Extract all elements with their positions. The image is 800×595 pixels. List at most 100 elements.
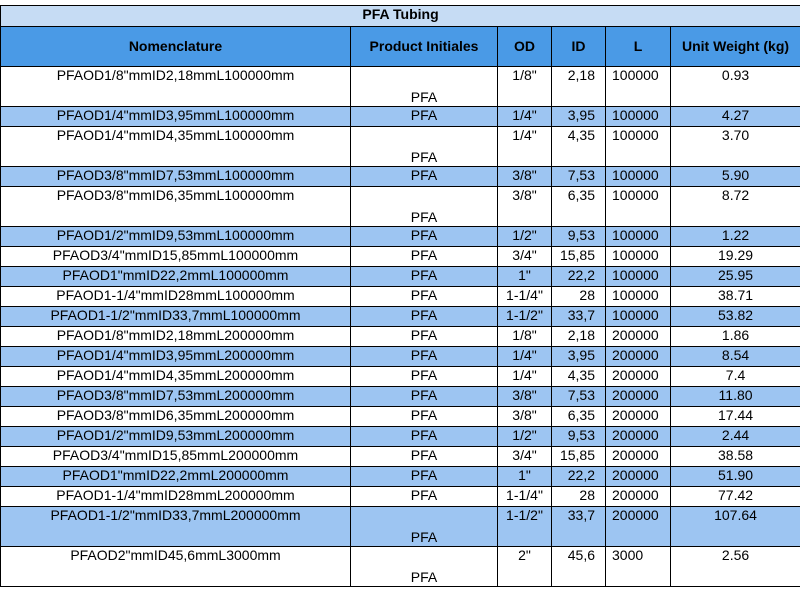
table-cell: 1/4"	[497, 126, 552, 167]
table-cell: 4.27	[669, 106, 800, 127]
table-cell: 3/8"	[497, 406, 552, 427]
table-cell: 1.86	[669, 326, 800, 347]
table-cell: 3,95	[551, 346, 606, 367]
table-row: PFAOD1/2"mmID9,53mmL200000mm PFA 1/2" 9,53 2…	[0, 426, 800, 447]
column-header: ID	[551, 26, 606, 67]
table-cell: 100000	[605, 166, 671, 187]
spreadsheet: PFA Tubing Nomenclature Product Initiales…	[0, 5, 800, 587]
table-row: PFAOD3/8"mmID6,35mmL200000mm PFA 3/8" 6,35 2…	[0, 406, 800, 427]
table-cell: PFAOD1-1/4"mmID28mmL100000mm	[0, 286, 351, 307]
table-cell: 1-1/4"	[497, 486, 552, 507]
table-row: PFAOD3/4"mmID15,85mmL100000mm PFA 3/4" 15,8…	[0, 246, 800, 267]
table-row: PFAOD1/8"mmID2,18mmL100000mm PFA 1/8" 2,18 1…	[0, 66, 800, 107]
table-cell: 6,35	[551, 406, 606, 427]
table-row: PFAOD1/2"mmID9,53mmL100000mm PFA 1/2" 9,53 1…	[0, 226, 800, 247]
table-cell: PFAOD3/4"mmID15,85mmL200000mm	[0, 446, 351, 467]
table-row: PFAOD1/4"mmID3,95mmL100000mm PFA 1/4" 3,95 1…	[0, 106, 800, 127]
table-cell: PFAOD2"mmID45,6mmL3000mm	[0, 546, 351, 587]
table-cell: 2"	[497, 546, 552, 587]
table-cell: 2,18	[551, 66, 606, 107]
column-header: OD	[497, 26, 552, 67]
table-row: PFAOD3/4"mmID15,85mmL200000mm PFA 3/4" 15,8…	[0, 446, 800, 467]
table-cell: PFAOD1/4"mmID4,35mmL200000mm	[0, 366, 351, 387]
table-cell: PFAOD3/8"mmID6,35mmL200000mm	[0, 406, 351, 427]
table-row: PFAOD1-1/2"mmID33,7mmL100000mm PFA 1-1/2" 3…	[0, 306, 800, 327]
table-cell: PFAOD1/4"mmID3,95mmL100000mm	[0, 106, 351, 127]
table-cell: 1-1/2"	[497, 506, 552, 547]
table-cell: PFA	[350, 546, 498, 587]
table-row: PFAOD1/4"mmID4,35mmL200000mm PFA 1/4" 4,35 2…	[0, 366, 800, 387]
table-cell: 100000	[605, 66, 671, 107]
column-header: Nomenclature	[0, 26, 351, 67]
column-header: L	[605, 26, 671, 67]
table-cell: PFAOD1-1/4"mmID28mmL200000mm	[0, 486, 351, 507]
table-cell: PFAOD1-1/2"mmID33,7mmL100000mm	[0, 306, 351, 327]
table-cell: PFA	[350, 246, 498, 267]
table-row: PFAOD1-1/2"mmID33,7mmL200000mm PFA 1-1/2" 3…	[0, 506, 800, 547]
table-cell: 77.42	[669, 486, 800, 507]
table-cell: 3/4"	[497, 246, 552, 267]
table-row: PFAOD1"mmID22,2mmL200000mm PFA 1" 22,2 20000…	[0, 466, 800, 487]
table-cell: PFAOD1/2"mmID9,53mmL100000mm	[0, 226, 351, 247]
header-row: Nomenclature Product Initiales OD ID L Unit W…	[0, 26, 800, 67]
table-cell: 9,53	[551, 426, 606, 447]
table-cell: PFAOD3/8"mmID7,53mmL200000mm	[0, 386, 351, 407]
table-cell: 1.22	[669, 226, 800, 247]
table-cell: 100000	[605, 266, 671, 287]
table-cell: 9,53	[551, 226, 606, 247]
table-cell: 1/2"	[497, 426, 552, 447]
table-cell: 1-1/2"	[497, 306, 552, 327]
table-cell: PFA	[350, 66, 498, 107]
table-row: PFAOD3/8"mmID6,35mmL100000mm PFA 3/8" 6,35 1…	[0, 186, 800, 227]
table-cell: PFAOD1"mmID22,2mmL100000mm	[0, 266, 351, 287]
table-row: PFAOD1"mmID22,2mmL100000mm PFA 1" 22,2 10000…	[0, 266, 800, 287]
table-cell: 2,18	[551, 326, 606, 347]
table-cell: 53.82	[669, 306, 800, 327]
table-cell: 1/8"	[497, 326, 552, 347]
table-cell: 3/8"	[497, 166, 552, 187]
table-cell: 38.58	[669, 446, 800, 467]
table-row: PFAOD3/8"mmID7,53mmL200000mm PFA 3/8" 7,53 2…	[0, 386, 800, 407]
table-cell: 38.71	[669, 286, 800, 307]
pfa-table: PFA Tubing Nomenclature Product Initiales…	[0, 5, 800, 587]
table-cell: PFAOD1/8"mmID2,18mmL100000mm	[0, 66, 351, 107]
table-cell: PFAOD1/4"mmID4,35mmL100000mm	[0, 126, 351, 167]
table-cell: 22,2	[551, 266, 606, 287]
table-cell: PFA	[350, 126, 498, 167]
table-row: PFAOD1/4"mmID3,95mmL200000mm PFA 1/4" 3,95 2…	[0, 346, 800, 367]
table-cell: 1/4"	[497, 106, 552, 127]
table-cell: 4,35	[551, 126, 606, 167]
table-cell: PFA	[350, 286, 498, 307]
table-cell: PFA	[350, 386, 498, 407]
table-row: PFAOD1/4"mmID4,35mmL100000mm PFA 1/4" 4,35 1…	[0, 126, 800, 167]
table-cell: 2.56	[669, 546, 800, 587]
table-cell: 100000	[605, 246, 671, 267]
table-cell: 100000	[605, 226, 671, 247]
table-cell: PFA	[350, 186, 498, 227]
table-cell: 7,53	[551, 166, 606, 187]
table-cell: PFA	[350, 166, 498, 187]
table-cell: PFA	[350, 226, 498, 247]
table-cell: 100000	[605, 126, 671, 167]
table-cell: PFAOD3/8"mmID6,35mmL100000mm	[0, 186, 351, 227]
table-cell: PFAOD1/8"mmID2,18mmL200000mm	[0, 326, 351, 347]
table-cell: 3/4"	[497, 446, 552, 467]
table-cell: PFAOD3/4"mmID15,85mmL100000mm	[0, 246, 351, 267]
table-cell: 3,95	[551, 106, 606, 127]
table-cell: PFAOD1"mmID22,2mmL200000mm	[0, 466, 351, 487]
table-title: PFA Tubing	[0, 5, 800, 27]
table-cell: PFAOD1-1/2"mmID33,7mmL200000mm	[0, 506, 351, 547]
table-cell: 2.44	[669, 426, 800, 447]
table-cell: 200000	[605, 446, 671, 467]
table-cell: 45,6	[551, 546, 606, 587]
table-cell: PFAOD3/8"mmID7,53mmL100000mm	[0, 166, 351, 187]
table-cell: 200000	[605, 406, 671, 427]
column-header: Product Initiales	[350, 26, 498, 67]
table-cell: 200000	[605, 346, 671, 367]
table-cell: 1/4"	[497, 346, 552, 367]
table-cell: 107.64	[669, 506, 800, 547]
table-cell: 28	[551, 486, 606, 507]
table-row: PFAOD1-1/4"mmID28mmL200000mm PFA 1-1/4" 28 2…	[0, 486, 800, 507]
table-cell: 1/4"	[497, 366, 552, 387]
